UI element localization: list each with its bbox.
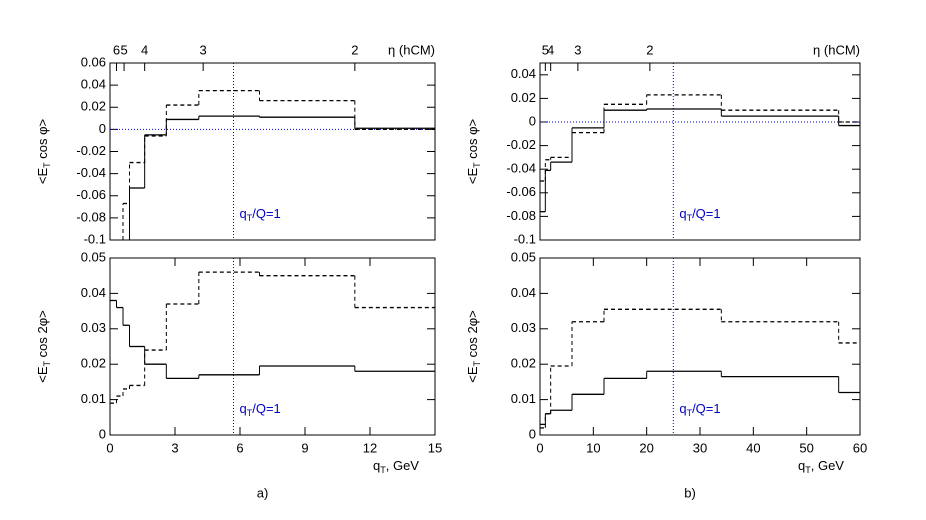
x-axis-label-part: T (380, 465, 386, 475)
annotation-part: /Q=1 (252, 207, 281, 222)
y-tick-label: 0.01 (81, 391, 106, 406)
annotation-part: T (687, 409, 693, 419)
panel-label: b) (684, 485, 696, 500)
annotation-part: q (240, 402, 247, 417)
y-tick-label: -0.1 (514, 231, 536, 246)
annotation-part: /Q=1 (692, 402, 721, 417)
x-tick-label: 0 (106, 440, 113, 455)
y-axis-label-part: <E (35, 168, 50, 185)
x-tick-label: 0 (536, 440, 543, 455)
annotation: qT/Q=1 (240, 402, 281, 419)
y-tick-label: 0.04 (81, 285, 106, 300)
y-axis-label-part: T (472, 162, 482, 168)
x2-tick-label: 2 (351, 42, 358, 57)
y-tick-label: -0.02 (76, 143, 106, 158)
y-axis-label: <ET cos φ> (35, 119, 52, 184)
y-tick-label: 0.06 (81, 54, 106, 69)
x-axis-label: qT, GeV (373, 458, 419, 475)
x2-label: η (hCM) (388, 42, 435, 57)
y-axis-label-part: cos φ> (465, 119, 480, 162)
y-tick-label: 0 (529, 113, 536, 128)
x2-tick-label: 3 (200, 42, 207, 57)
x2-tick-label: 5 (120, 42, 127, 57)
annotation-part: T (687, 214, 693, 224)
x2-tick-label: 6 (113, 42, 120, 57)
y-tick-label: 0 (529, 426, 536, 441)
y-tick-label: 0 (99, 426, 106, 441)
y-axis-label: <ET cos φ> (465, 119, 482, 184)
x-tick-label: 15 (428, 440, 442, 455)
annotation-part: T (247, 214, 253, 224)
x2-tick-label: 4 (141, 42, 148, 57)
y-axis-label-part: <E (465, 366, 480, 383)
y-tick-label: 0.01 (511, 391, 536, 406)
annotation-part: q (240, 207, 247, 222)
x-tick-label: 6 (236, 440, 243, 455)
x-axis-label-part: , GeV (386, 458, 420, 473)
y-axis-label-part: T (472, 360, 482, 366)
x-tick-label: 20 (639, 440, 653, 455)
x2-tick-label: 2 (646, 42, 653, 57)
x-axis-label-part: q (798, 458, 805, 473)
y-tick-label: 0.02 (81, 99, 106, 114)
annotation: qT/Q=1 (679, 207, 720, 224)
annotation-part: q (679, 207, 686, 222)
y-tick-label: 0.03 (81, 320, 106, 335)
y-axis-label: <ET cos 2φ> (465, 310, 482, 382)
y-axis-label-part: cos φ> (35, 119, 50, 162)
y-tick-label: 0.02 (511, 90, 536, 105)
y-tick-label: 0.04 (511, 66, 536, 81)
y-tick-label: -0.02 (506, 137, 536, 152)
y-axis-label-part: T (42, 360, 52, 366)
y-tick-label: 0.03 (511, 320, 536, 335)
annotation: qT/Q=1 (240, 207, 281, 224)
x2-label: η (hCM) (813, 42, 860, 57)
x-tick-label: 3 (171, 440, 178, 455)
annotation: qT/Q=1 (679, 402, 720, 419)
y-tick-label: 0.04 (511, 285, 536, 300)
y-tick-label: -0.08 (76, 209, 106, 224)
annotation-part: /Q=1 (252, 402, 281, 417)
x-tick-label: 60 (853, 440, 867, 455)
y-axis-label: <ET cos 2φ> (35, 310, 52, 382)
y-axis-label-part: <E (35, 366, 50, 383)
panel-label: a) (257, 485, 269, 500)
annotation-part: /Q=1 (692, 207, 721, 222)
y-axis-label-part: cos 2φ> (35, 310, 50, 361)
x-tick-label: 9 (301, 440, 308, 455)
y-tick-label: -0.04 (506, 161, 536, 176)
x-axis-label-part: , GeV (811, 458, 845, 473)
plot-frame (539, 62, 861, 241)
y-axis-label-part: cos 2φ> (465, 310, 480, 361)
y-tick-label: 0.02 (511, 356, 536, 371)
y-tick-label: -0.06 (76, 187, 106, 202)
x-tick-label: 50 (799, 440, 813, 455)
annotation-part: T (247, 409, 253, 419)
y-tick-label: 0.05 (511, 249, 536, 264)
y-tick-label: 0.05 (81, 249, 106, 264)
y-tick-label: 0.02 (81, 356, 106, 371)
y-tick-label: -0.06 (506, 184, 536, 199)
x-tick-label: 40 (746, 440, 760, 455)
x2-tick-label: 5 (542, 42, 549, 57)
y-axis-label-part: <E (465, 168, 480, 185)
y-axis-label-part: T (42, 162, 52, 168)
x-axis-label-part: q (373, 458, 380, 473)
x-axis-label: qT, GeV (798, 458, 844, 475)
x-tick-label: 10 (586, 440, 600, 455)
y-tick-label: -0.04 (76, 165, 106, 180)
annotation-part: q (679, 402, 686, 417)
x-tick-label: 12 (363, 440, 377, 455)
y-tick-label: 0 (99, 121, 106, 136)
x2-tick-label: 3 (574, 42, 581, 57)
x-tick-label: 30 (693, 440, 707, 455)
x2-tick-label: 4 (547, 42, 554, 57)
y-tick-label: -0.1 (84, 231, 106, 246)
y-tick-label: 0.04 (81, 77, 106, 92)
y-tick-label: -0.08 (506, 208, 536, 223)
x-axis-label-part: T (805, 465, 811, 475)
